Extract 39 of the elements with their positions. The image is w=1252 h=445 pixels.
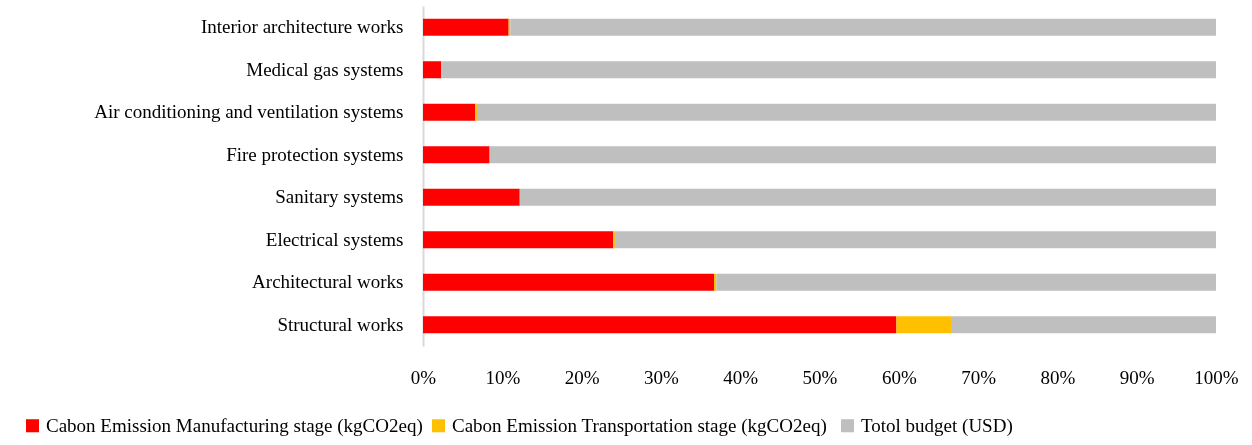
bar [423, 146, 490, 164]
y-tick-label: Sanitary systems [275, 186, 404, 208]
y-tick-label: Electrical systems [265, 228, 404, 250]
bar [423, 103, 476, 121]
x-tick-label: 60% [881, 366, 917, 388]
x-tick-label: 80% [1040, 366, 1076, 388]
x-tick-label: 50% [802, 366, 838, 388]
x-tick-label: 20% [564, 366, 600, 388]
y-tick-label: Medical gas systems [246, 58, 404, 80]
x-tick-label: 100% [1194, 366, 1239, 388]
legend-label: Cabon Emission Manufacturing stage (kgCO2eq) [46, 414, 423, 437]
y-tick-label: Architectural works [252, 271, 404, 293]
bar [716, 273, 1216, 291]
legend-label: Cabon Emission Transportation stage (kgCO2eq) [452, 414, 827, 437]
x-tick-label: 0% [410, 366, 437, 388]
bar [519, 188, 1216, 206]
legend-label: Totol budget (USD) [861, 414, 1013, 437]
bar [489, 146, 1216, 164]
bar [510, 18, 1216, 36]
x-tick-label: 70% [961, 366, 997, 388]
y-tick-label: Interior architecture works [200, 16, 404, 38]
bar [423, 18, 509, 36]
bar [896, 316, 952, 334]
bar [423, 188, 520, 206]
x-tick-label: 90% [1119, 366, 1155, 388]
bar [423, 231, 614, 249]
bar [423, 273, 715, 291]
x-tick-label: 30% [643, 366, 679, 388]
bar [614, 231, 1216, 249]
y-tick-label: Fire protection systems [226, 143, 404, 165]
bar [423, 61, 442, 79]
bar [423, 316, 897, 334]
y-tick-label: Structural works [277, 313, 404, 335]
bar [951, 316, 1216, 334]
x-tick-label: 10% [485, 366, 521, 388]
x-tick-label: 40% [723, 366, 759, 388]
bar [476, 103, 1216, 121]
y-tick-label: Air conditioning and ventilation systems [94, 101, 404, 123]
bar [442, 61, 1216, 79]
